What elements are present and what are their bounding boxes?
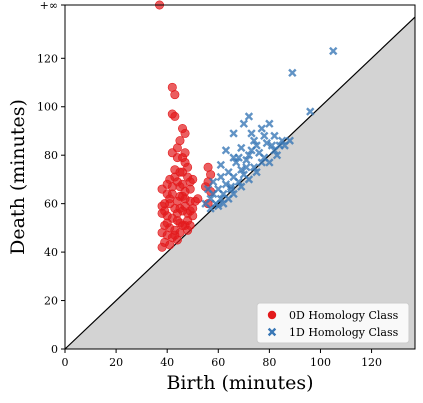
data-point-1d [237,165,246,174]
x-tick-label: 120 [361,356,382,369]
data-point-0d [157,201,167,211]
data-point-1d [267,141,277,150]
data-point-1d [244,151,254,160]
plot-area [64,0,416,350]
data-point-1d [234,177,243,187]
y-tick-label: 0 [51,343,58,356]
y-tick-label: 80 [44,149,58,162]
data-point-0d [183,225,193,235]
data-point-0d [170,90,180,100]
data-point-0d [193,194,203,204]
data-point-0d [157,242,167,252]
data-point-1d [242,155,251,165]
data-point-1d [252,167,261,177]
data-point-0d [165,240,175,250]
legend-marker-0d [267,310,277,320]
legend-label-1d: 1D Homology Class [289,326,399,339]
data-point-1d [226,184,236,194]
data-point-0d [170,230,180,240]
data-point-0d [188,174,198,184]
data-point-0d [203,162,213,172]
data-point-1d [242,163,251,172]
data-point-1d [221,146,231,155]
data-point-0d [165,194,175,204]
data-point-1d [237,182,246,191]
data-point-1d [231,158,241,167]
data-point-0d [175,182,185,192]
data-point-1d [288,68,297,78]
data-point-1d [237,143,246,153]
data-point-1d [260,131,269,141]
y-tick-label: 120 [37,52,58,65]
data-point-0d [162,179,172,189]
data-point-0d [180,128,190,138]
data-point-1d [272,151,282,160]
data-point-1d [239,119,249,128]
series-group [155,0,338,252]
series-1d [201,46,338,213]
x-tick-label: 0 [62,356,69,369]
legend-label-0d: 0D Homology Class [289,309,399,322]
data-point-1d [249,163,259,172]
data-point-1d [208,189,218,199]
data-point-0d [172,208,182,218]
data-point-1d [249,136,259,145]
data-point-0d [185,206,195,216]
data-point-0d [178,153,188,163]
y-tick-label: 20 [44,295,58,308]
x-tick-label: 80 [262,356,276,369]
data-point-1d [208,177,218,187]
data-point-1d [277,136,287,145]
legend-marker-1d [267,327,277,337]
data-point-1d [275,141,284,150]
data-point-0d [162,218,172,228]
data-point-1d [257,158,266,167]
data-point-1d [262,138,272,148]
data-point-1d [244,112,254,121]
data-point-0d [170,172,180,182]
x-axis-title: Birth (minutes) [166,372,313,394]
legend-box [256,302,410,344]
data-point-1d [219,199,228,208]
data-point-1d [229,129,238,138]
data-point-1d [234,153,243,162]
legend: 0D Homology Class 1D Homology Class [256,302,410,344]
data-point-1d [216,172,226,182]
y-axis-ticks: 0 20 40 60 80 100 120 [37,4,65,356]
y-tick-label: 100 [37,101,58,114]
data-point-0d [178,191,188,201]
data-point-1d [265,158,274,167]
data-point-1d [265,119,274,128]
plot-frame [64,4,416,350]
data-point-1d [206,204,215,213]
y-tick-label: 60 [44,198,58,211]
data-point-1d [214,201,223,211]
data-point-1d [329,46,338,56]
data-point-1d [247,129,256,138]
data-point-1d [244,175,254,184]
x-tick-label: 20 [109,356,123,369]
data-point-1d [306,107,315,116]
x-tick-label: 60 [211,356,225,369]
y-tick-label: 40 [44,246,58,259]
y-infinity-tick-label: +∞ [40,0,58,12]
data-point-0d [170,111,180,121]
series-0d [155,0,216,252]
x-tick-label: 40 [160,356,174,369]
data-point-1d [226,182,236,191]
data-point-1d [247,146,256,155]
data-point-1d [257,124,266,133]
y-axis-title: Death (minutes) [7,99,29,255]
data-point-0d [183,216,193,226]
x-tick-label: 100 [310,356,331,369]
data-point-0d [183,162,193,172]
x-axis-ticks: 0 20 40 60 80 100 120 [62,349,382,369]
data-point-1d [216,160,226,170]
data-point-1d [270,131,279,141]
data-point-0d [172,143,182,153]
